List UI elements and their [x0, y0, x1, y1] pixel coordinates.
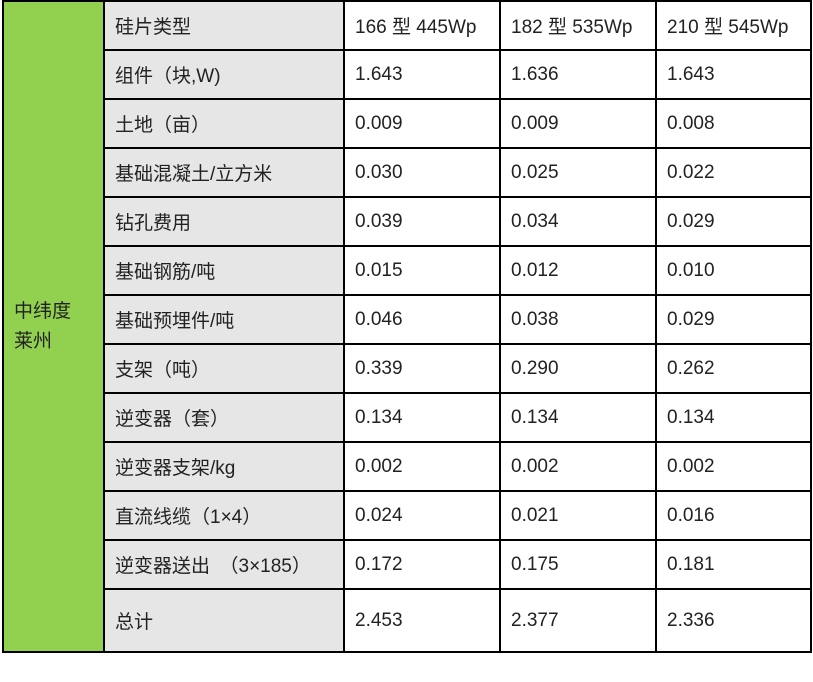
row-label: 组件（块,W) — [103, 49, 345, 100]
row-value: 0.012 — [499, 245, 657, 296]
row-value: 0.339 — [343, 343, 501, 394]
row-value: 2.453 — [343, 588, 501, 653]
table-row: 组件（块,W) 1.643 1.636 1.643 — [3, 49, 812, 100]
table-row: 逆变器（套） 0.134 0.134 0.134 — [3, 392, 812, 443]
table-row: 土地（亩） 0.009 0.009 0.008 — [3, 98, 812, 149]
cost-table: 中纬度 莱州 硅片类型 166 型 445Wp 182 型 535Wp 210 … — [2, 0, 812, 653]
table-row: 基础预埋件/吨 0.046 0.038 0.029 — [3, 294, 812, 345]
row-value: 0.181 — [655, 539, 812, 590]
row-value: 0.029 — [655, 294, 812, 345]
row-label: 钻孔费用 — [103, 196, 345, 247]
row-value: 0.024 — [343, 490, 501, 541]
row-value: 0.030 — [343, 147, 501, 198]
row-value: 0.021 — [499, 490, 657, 541]
row-value: 2.336 — [655, 588, 812, 653]
header-col-210: 210 型 545Wp — [655, 0, 812, 51]
row-label: 基础钢筋/吨 — [103, 245, 345, 296]
header-label: 硅片类型 — [103, 0, 345, 51]
region-line-1: 中纬度 — [14, 300, 72, 322]
row-label: 土地（亩） — [103, 98, 345, 149]
row-value: 0.038 — [499, 294, 657, 345]
row-label: 基础预埋件/吨 — [103, 294, 345, 345]
region-cell: 中纬度 莱州 — [2, 0, 105, 653]
row-label: 逆变器送出 （3×185） — [103, 539, 345, 590]
table-row: 总计 2.453 2.377 2.336 — [3, 588, 812, 653]
table-row: 钻孔费用 0.039 0.034 0.029 — [3, 196, 812, 247]
table-row: 支架（吨） 0.339 0.290 0.262 — [3, 343, 812, 394]
table-row: 基础钢筋/吨 0.015 0.012 0.010 — [3, 245, 812, 296]
row-value: 1.643 — [343, 49, 501, 100]
header-col-166: 166 型 445Wp — [343, 0, 501, 51]
row-value: 0.025 — [499, 147, 657, 198]
row-value: 0.134 — [655, 392, 812, 443]
row-value: 0.022 — [655, 147, 812, 198]
row-label: 支架（吨） — [103, 343, 345, 394]
row-value: 0.002 — [343, 441, 501, 492]
table-row: 基础混凝土/立方米 0.030 0.025 0.022 — [3, 147, 812, 198]
region-line-2: 莱州 — [14, 330, 53, 352]
table-row: 直流线缆（1×4） 0.024 0.021 0.016 — [3, 490, 812, 541]
row-value: 0.034 — [499, 196, 657, 247]
row-value: 0.002 — [499, 441, 657, 492]
row-value: 0.010 — [655, 245, 812, 296]
row-value: 0.015 — [343, 245, 501, 296]
row-label: 逆变器（套） — [103, 392, 345, 443]
row-value: 0.029 — [655, 196, 812, 247]
row-value: 0.134 — [499, 392, 657, 443]
row-value: 0.172 — [343, 539, 501, 590]
row-label: 总计 — [103, 588, 345, 653]
row-label: 逆变器支架/kg — [103, 441, 345, 492]
table-row: 逆变器支架/kg 0.002 0.002 0.002 — [3, 441, 812, 492]
table-header-row: 中纬度 莱州 硅片类型 166 型 445Wp 182 型 535Wp 210 … — [2, 0, 812, 653]
row-value: 1.643 — [655, 49, 812, 100]
row-value: 0.002 — [655, 441, 812, 492]
row-value: 0.290 — [499, 343, 657, 394]
header-col-182: 182 型 535Wp — [499, 0, 657, 51]
row-value: 0.016 — [655, 490, 812, 541]
row-value: 0.262 — [655, 343, 812, 394]
row-value: 0.134 — [343, 392, 501, 443]
row-label: 直流线缆（1×4） — [103, 490, 345, 541]
row-value: 0.008 — [655, 98, 812, 149]
table-row: 逆变器送出 （3×185） 0.172 0.175 0.181 — [3, 539, 812, 590]
row-value: 0.175 — [499, 539, 657, 590]
row-value: 0.046 — [343, 294, 501, 345]
row-label: 基础混凝土/立方米 — [103, 147, 345, 198]
row-value: 2.377 — [499, 588, 657, 653]
row-value: 0.009 — [343, 98, 501, 149]
row-value: 1.636 — [499, 49, 657, 100]
row-value: 0.009 — [499, 98, 657, 149]
row-value: 0.039 — [343, 196, 501, 247]
